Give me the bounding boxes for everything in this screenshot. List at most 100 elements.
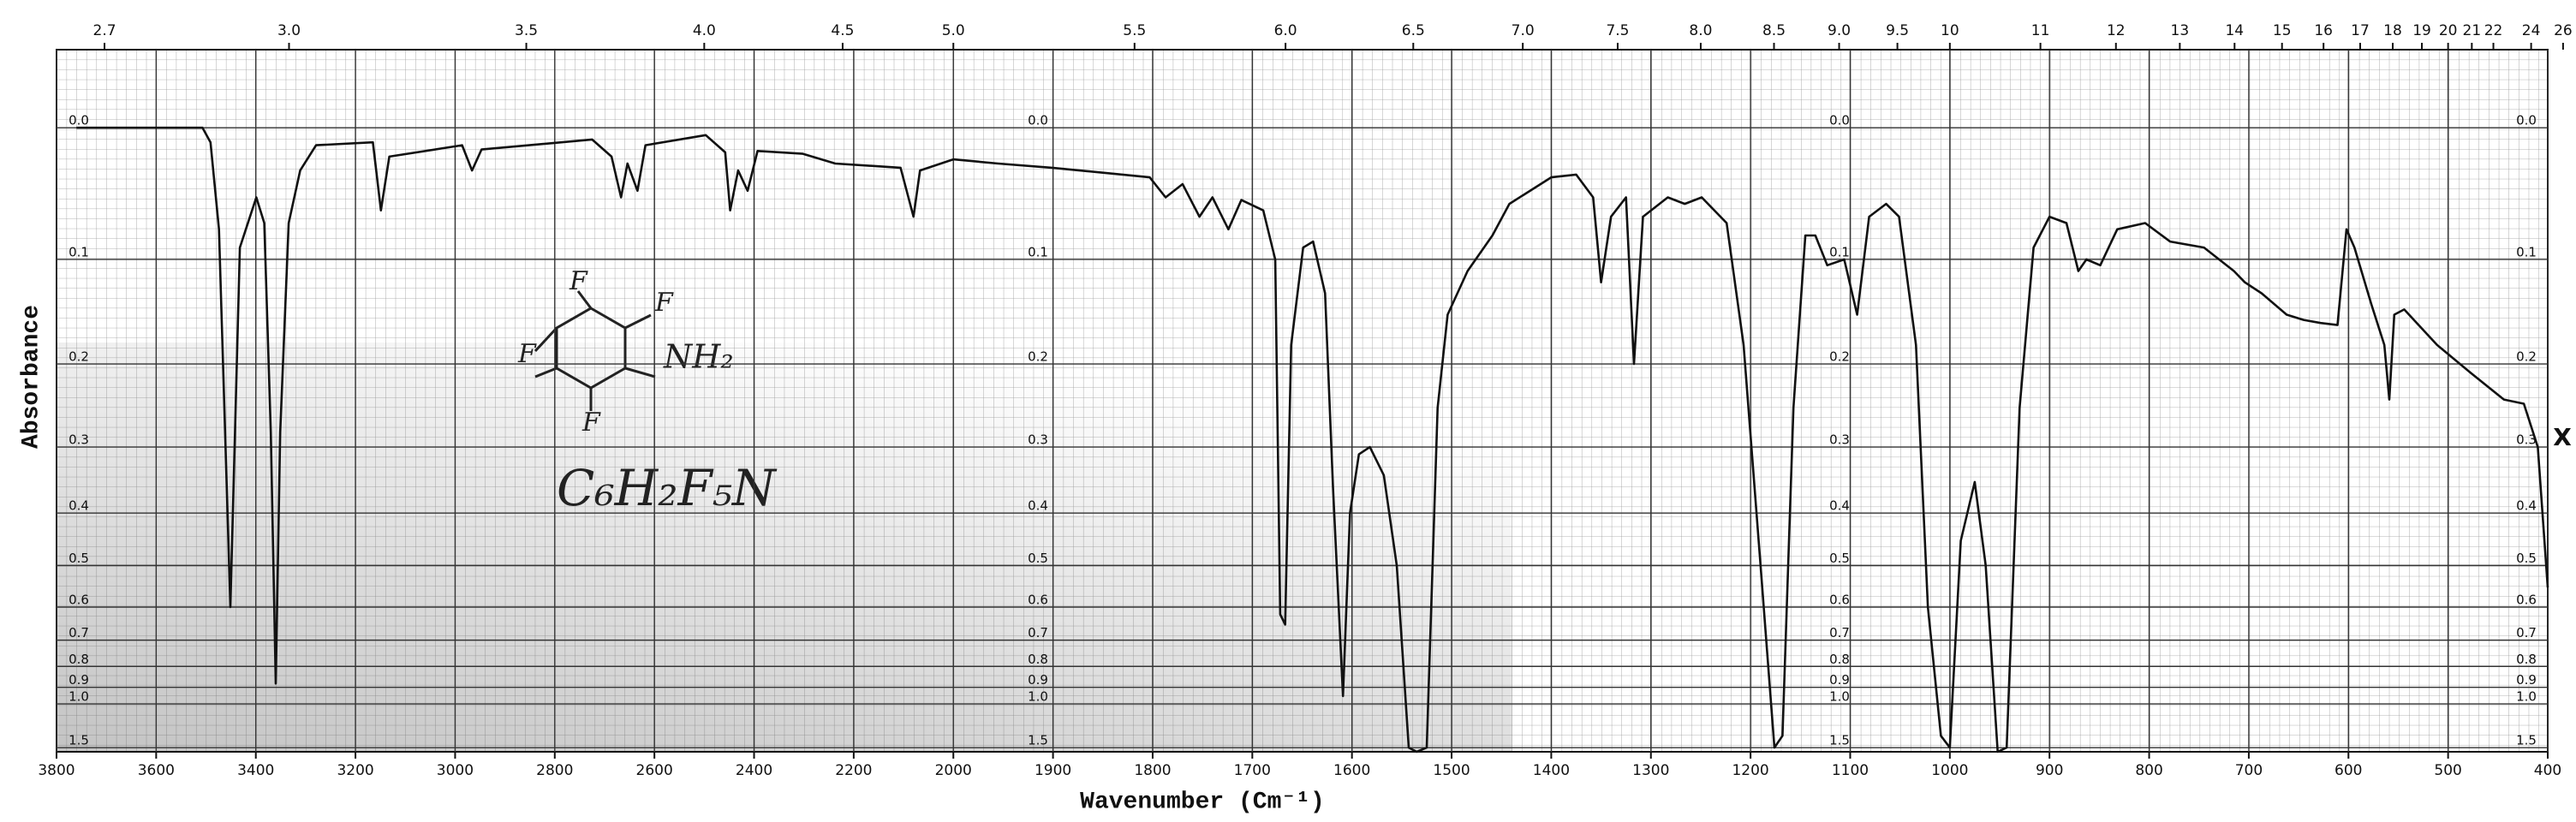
x-tick-label: 400 [2534,762,2561,779]
structure-sketch [534,290,656,411]
x2-tick-label: 18 [2383,22,2402,39]
y-tick-label: 0.5 [1028,551,1048,566]
y-tick-label: 0.1 [2516,244,2537,259]
x2-tick-label: 5.0 [942,22,965,39]
y-tick-label: 0.2 [1028,349,1048,365]
x2-tick-label: 4.5 [831,22,854,39]
x-axis-label: Wavenumber (Cm⁻¹) [1080,789,1325,815]
x-tick-label: 3400 [237,762,274,779]
y-tick-label: 0.0 [2516,113,2537,128]
x2-tick-label: 21 [2463,22,2482,39]
structure-label: NH₂ [663,338,734,376]
y-tick-label: 0.3 [1028,432,1048,448]
x-tick-label: 2400 [736,762,772,779]
y-axis-label: Absorbance [18,305,45,449]
x-tick-label: 2800 [536,762,573,779]
x-tick-label: 1800 [1134,762,1171,779]
x2-tick-label: 15 [2273,22,2292,39]
x2-tick-label: 6.5 [1402,22,1425,39]
y-tick-label: 0.0 [1028,113,1048,128]
y-tick-label: 0.5 [2516,551,2537,566]
x2-tick-label: 11 [2031,22,2050,39]
y-tick-label: 0.2 [2516,349,2537,365]
y-tick-label: 0.1 [1028,244,1048,259]
x2-tick-label: 17 [2351,22,2370,39]
paper-shade [57,342,1512,752]
y-tick-label: 0.0 [1829,113,1850,128]
x2-tick-label: 13 [2171,22,2190,39]
x-tick-label: 2600 [636,762,673,779]
y-tick-label: 0.6 [69,592,89,607]
x-tick-label: 3000 [437,762,474,779]
y-tick-label: 0.8 [69,652,89,667]
x-tick-label: 1700 [1234,762,1271,779]
x-tick-label: 900 [2036,762,2063,779]
x2-tick-label: 24 [2522,22,2541,39]
x-tick-label: 1900 [1035,762,1071,779]
y-tick-label: 0.9 [69,672,89,688]
y-tick-label: 0.5 [1829,551,1850,566]
x2-tick-label: 20 [2439,22,2458,39]
y-tick-label: 0.8 [2516,652,2537,667]
y-tick-label: 1.0 [69,689,89,705]
x-tick-label: 800 [2135,762,2162,779]
y-tick-label: 0.9 [2516,672,2537,688]
x2-tick-label: 8.0 [1689,22,1712,39]
y-tick-label: 0.2 [1829,349,1850,365]
y-tick-label: 1.0 [1829,689,1850,705]
y-tick-label: 0.7 [1829,625,1850,640]
x-tick-label: 2200 [835,762,872,779]
y-tick-label: 0.8 [1829,652,1850,667]
y-tick-label: 0.6 [1028,592,1048,607]
structure-label: F [517,339,537,369]
y-tick-label: 0.1 [69,244,89,259]
structure-label: F [654,288,674,318]
y-tick-label: 0.4 [2516,498,2537,514]
y-tick-label: 0.4 [1829,498,1850,514]
y-tick-label: 0.7 [1028,625,1048,640]
y-tick-label: 0.3 [69,432,89,448]
x-tick-label: 500 [2434,762,2461,779]
x-tick-label: 1300 [1632,762,1669,779]
x2-tick-label: 12 [2107,22,2126,39]
x2-tick-label: 9.5 [1886,22,1909,39]
y-tick-label: 0.7 [69,625,89,640]
x-tick-label: 1600 [1333,762,1370,779]
margin-mark: X [2553,423,2572,451]
x2-tick-label: 8.5 [1762,22,1786,39]
y-tick-label: 0.5 [69,551,89,566]
x2-tick-label: 2.7 [93,22,116,39]
y-tick-label: 1.5 [1028,733,1048,748]
y-tick-label: 0.3 [1829,432,1850,448]
y-tick-label: 0.9 [1829,672,1850,688]
y-tick-label: 1.5 [1829,733,1850,748]
x-tick-label: 1500 [1433,762,1470,779]
y-tick-label: 1.0 [2516,689,2537,705]
y-tick-label: 0.9 [1028,672,1048,688]
formula-annotation: C₆H₂F₅N [557,459,778,517]
y-tick-label: 0.7 [2516,625,2537,640]
x-tick-label: 1400 [1533,762,1570,779]
x-tick-label: 1000 [1931,762,1968,779]
y-tick-label: 0.1 [1829,244,1850,259]
x-tick-label: 3600 [138,762,175,779]
x2-tick-label: 3.5 [515,22,538,39]
x2-tick-label: 14 [2225,22,2244,39]
x2-tick-label: 22 [2484,22,2503,39]
x2-tick-label: 16 [2314,22,2333,39]
y-tick-label: 0.4 [1028,498,1048,514]
x2-tick-label: 26 [2554,22,2573,39]
y-tick-label: 1.5 [69,733,89,748]
x2-tick-label: 7.5 [1606,22,1629,39]
y-tick-label: 0.3 [2516,432,2537,448]
y-tick-label: 0.6 [1829,592,1850,607]
x2-tick-label: 19 [2412,22,2431,39]
x-tick-label: 2000 [935,762,972,779]
x-tick-label: 1200 [1732,762,1768,779]
structure-label: F [581,408,601,438]
x-tick-label: 3800 [38,762,75,779]
y-tick-label: 1.0 [1028,689,1048,705]
x2-tick-label: 6.0 [1274,22,1297,39]
x-tick-label: 1100 [1832,762,1869,779]
